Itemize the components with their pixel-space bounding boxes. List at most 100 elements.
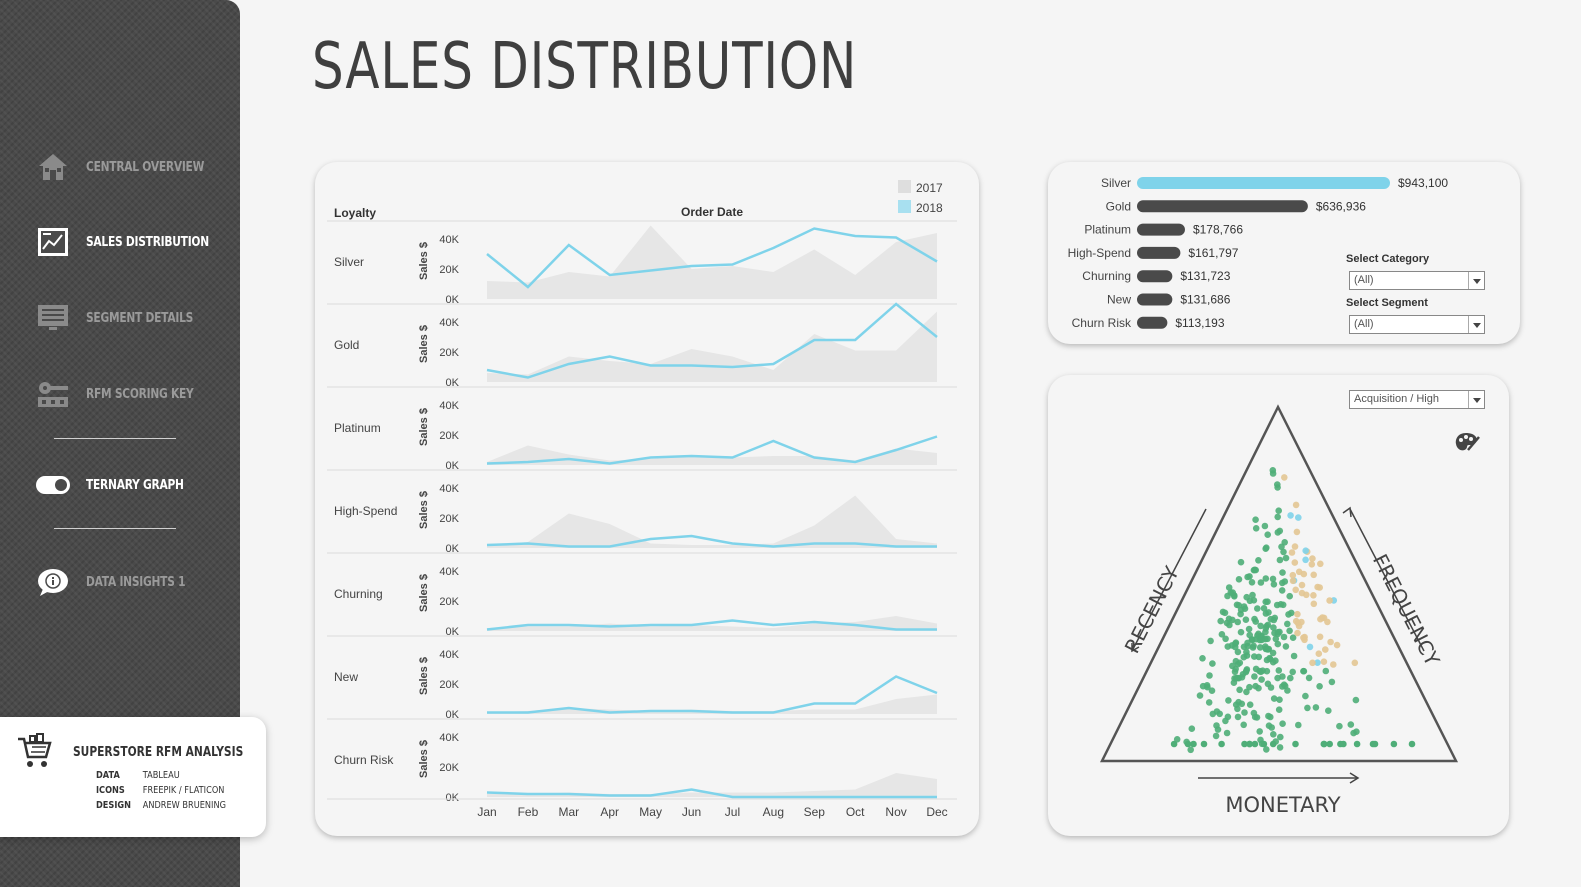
ternary-point xyxy=(1208,687,1216,694)
ternary-point xyxy=(1234,648,1242,656)
ternary-point xyxy=(1265,609,1272,616)
bar[interactable] xyxy=(1137,223,1185,236)
ternary-point xyxy=(1274,484,1281,491)
bar[interactable] xyxy=(1137,270,1173,283)
chevron-down-icon xyxy=(1468,272,1484,289)
ternary-point xyxy=(1264,531,1271,538)
line-chart[interactable]: 2017 2018 Loyalty Order Date Silver Sales… xyxy=(315,162,979,836)
ternary-point xyxy=(1232,674,1240,682)
ternary-point xyxy=(1292,617,1300,625)
nav-rfm-scoring-key-label: RFM SCORING KEY xyxy=(86,386,194,402)
ternary-point xyxy=(1293,528,1301,536)
row-label: Gold xyxy=(334,338,359,352)
bar[interactable] xyxy=(1137,293,1173,306)
ternary-point xyxy=(1292,586,1299,594)
ternary-point xyxy=(1310,600,1318,608)
ternary-point xyxy=(1328,678,1336,686)
ternary-point xyxy=(1226,621,1233,629)
bar[interactable] xyxy=(1137,200,1308,213)
ternary-point xyxy=(1252,566,1259,574)
x-tick-label: Aug xyxy=(763,805,784,819)
nav-data-insights[interactable]: DATA INSIGHTS 1 xyxy=(36,564,207,600)
ternary-point xyxy=(1262,635,1269,643)
ternary-point xyxy=(1212,732,1220,740)
bar[interactable] xyxy=(1137,177,1390,189)
nav-segment-details[interactable]: SEGMENT DETAILS xyxy=(36,300,217,336)
y-tick-label: 0K xyxy=(446,792,460,804)
ternary-point xyxy=(1298,581,1306,589)
ternary-point xyxy=(1371,740,1379,748)
select-category-dropdown[interactable]: (All) xyxy=(1349,271,1485,290)
bar[interactable] xyxy=(1137,246,1181,259)
ternary-point xyxy=(1257,736,1264,744)
nav-ternary-graph[interactable]: TERNARY GRAPH xyxy=(36,467,205,503)
ternary-point xyxy=(1270,731,1277,738)
ternary-point xyxy=(1246,740,1253,748)
cart-icon xyxy=(16,733,54,776)
ternary-point xyxy=(1196,692,1204,699)
ternary-point xyxy=(1275,667,1283,674)
ternary-point xyxy=(1238,674,1246,681)
ternary-point xyxy=(1251,673,1258,680)
ternary-point xyxy=(1237,558,1245,566)
ternary-point xyxy=(1244,639,1251,647)
y-tick-label: 0K xyxy=(446,294,460,306)
ternary-point xyxy=(1224,592,1231,600)
ternary-point xyxy=(1301,636,1308,644)
ternary-point xyxy=(1273,601,1281,609)
ternary-point xyxy=(1250,709,1258,717)
row-label: High-Spend xyxy=(334,504,397,518)
page-title: SALES DISTRIBUTION xyxy=(312,30,858,104)
ternary-point xyxy=(1228,642,1236,649)
ternary-point xyxy=(1290,577,1298,584)
bar[interactable] xyxy=(1137,316,1168,329)
ternary-point xyxy=(1262,625,1270,632)
ternary-point xyxy=(1241,605,1249,612)
ternary-point xyxy=(1274,630,1281,638)
x-tick-label: Dec xyxy=(926,805,947,819)
ternary-point xyxy=(1276,744,1284,751)
ternary-point xyxy=(1252,516,1259,523)
ternary-point xyxy=(1326,597,1333,604)
ternary-point xyxy=(1272,635,1280,643)
ternary-point xyxy=(1289,577,1297,585)
ternary-point xyxy=(1271,629,1278,637)
row-label: Silver xyxy=(334,255,364,269)
ternary-point xyxy=(1277,601,1285,608)
ternary-point xyxy=(1262,645,1270,653)
ternary-point xyxy=(1264,635,1271,643)
select-segment-dropdown[interactable]: (All) xyxy=(1349,315,1485,334)
bar-chart[interactable]: Silver $943,100 Gold $636,936 Platinum $178,7… xyxy=(1048,162,1520,344)
series-2017-area xyxy=(487,773,937,797)
ternary-point xyxy=(1251,566,1258,574)
ternary-point xyxy=(1244,573,1251,581)
series-2018-line xyxy=(486,788,937,799)
ternary-point xyxy=(1259,667,1266,674)
ternary-point xyxy=(1315,650,1323,657)
ternary-point xyxy=(1267,713,1274,721)
ternary-point xyxy=(1258,633,1265,640)
nav-sales-distribution[interactable]: SALES DISTRIBUTION xyxy=(36,224,236,260)
y-tick-label: 20K xyxy=(439,513,459,525)
ternary-point xyxy=(1340,740,1347,748)
ternary-point xyxy=(1255,630,1262,638)
ternary-point xyxy=(1243,666,1251,673)
ternary-point xyxy=(1280,548,1287,556)
y-tick-label: 0K xyxy=(446,460,460,472)
ternary-point xyxy=(1330,661,1337,668)
nav-rfm-scoring-key[interactable]: RFM SCORING KEY xyxy=(36,376,217,412)
palette-icon[interactable] xyxy=(1454,431,1480,458)
nav-sales-distribution-label: SALES DISTRIBUTION xyxy=(86,234,209,250)
ternary-point xyxy=(1187,746,1194,754)
ternary-point xyxy=(1274,529,1282,536)
nav-central-overview[interactable]: CENTRAL OVERVIEW xyxy=(36,149,230,185)
ternary-point xyxy=(1316,584,1323,591)
row-label: Churning xyxy=(334,587,383,601)
ternary-point xyxy=(1236,686,1243,694)
ternary-filter-dropdown[interactable]: Acquisition / High xyxy=(1349,390,1485,409)
ternary-point xyxy=(1190,740,1197,748)
toggle-icon[interactable] xyxy=(36,469,70,501)
ternary-point xyxy=(1237,628,1245,636)
ternary-point xyxy=(1251,615,1258,623)
ternary-point xyxy=(1219,608,1227,616)
